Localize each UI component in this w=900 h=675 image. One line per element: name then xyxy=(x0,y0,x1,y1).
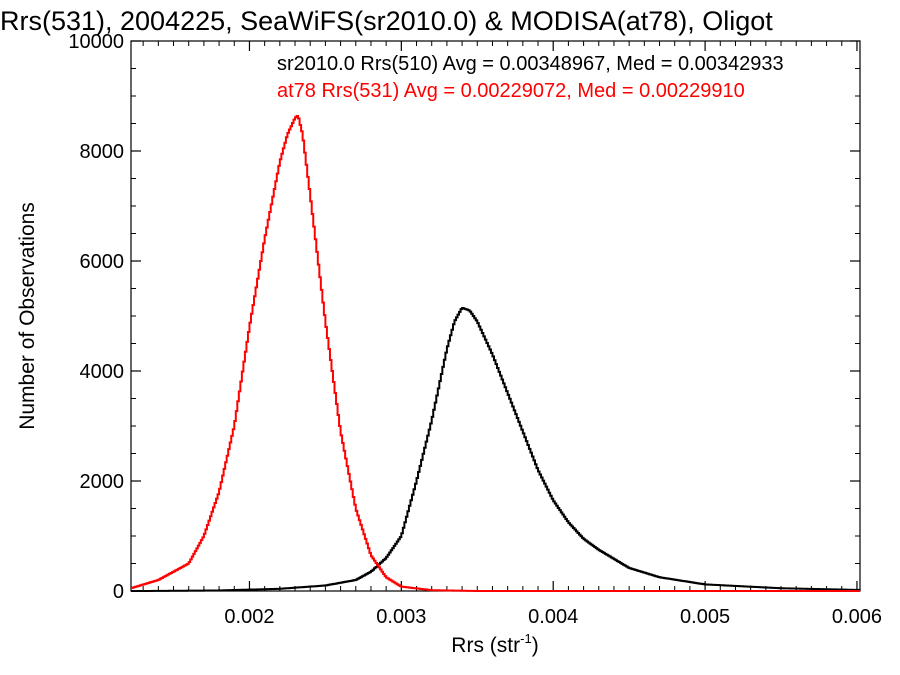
chart-title: Rrs(531), 2004225, SeaWiFS(sr2010.0) & M… xyxy=(0,6,773,36)
y-axis-label: Number of Observations xyxy=(16,202,39,430)
legend-entry-red: at78 Rrs(531) Avg = 0.00229072, Med = 0.… xyxy=(277,80,745,102)
x-tick-label-4: 0.006 xyxy=(832,606,882,628)
y-axis-ticks: 0 2000 4000 6000 8000 10000 xyxy=(68,31,860,603)
series-line-0 xyxy=(131,307,860,592)
y-tick-label-0: 0 xyxy=(113,581,124,603)
x-tick-label-2: 0.004 xyxy=(528,606,578,628)
y-tick-label-3: 6000 xyxy=(80,251,125,273)
series-line-1 xyxy=(131,114,860,592)
x-axis-label-close: ) xyxy=(532,634,539,657)
series-layer xyxy=(131,114,860,592)
plot-frame xyxy=(130,40,861,592)
x-axis-label: Rrs (str-1) xyxy=(451,631,538,657)
y-tick-label-4: 8000 xyxy=(80,141,125,163)
legend-entry-black: sr2010.0 Rrs(510) Avg = 0.00348967, Med … xyxy=(277,53,784,75)
x-axis-ticks: 0.002 0.003 0.004 0.005 0.006 xyxy=(142,41,882,628)
x-tick-label-0: 0.002 xyxy=(224,606,274,628)
x-axis-label-superscript: -1 xyxy=(520,631,532,646)
y-tick-label-5: 10000 xyxy=(68,31,124,53)
y-tick-label-1: 2000 xyxy=(80,471,125,493)
x-axis-label-main: Rrs (str xyxy=(451,634,520,657)
y-tick-label-2: 4000 xyxy=(80,361,125,383)
x-tick-label-3: 0.005 xyxy=(680,606,730,628)
x-tick-label-1: 0.003 xyxy=(376,606,426,628)
